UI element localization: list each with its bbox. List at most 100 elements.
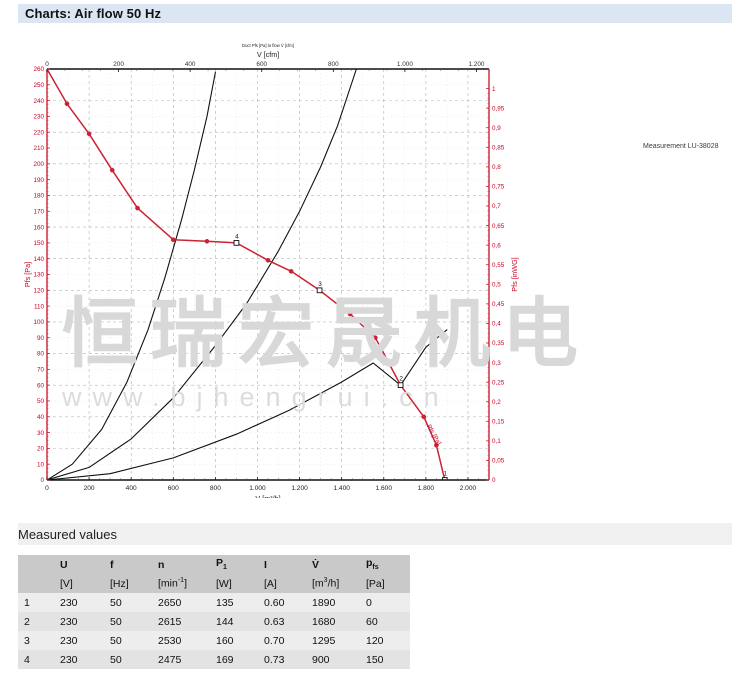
chart-title: Duct Pfs [Pa] to flow V̇ [cfm] <box>242 43 294 48</box>
data-point-marker <box>288 268 294 274</box>
data-point-marker <box>265 257 271 263</box>
table-header-units-cell: [W] <box>210 574 258 593</box>
ytick-right-label: 0,55 <box>492 262 505 269</box>
ytick-right-label: 0,85 <box>492 144 505 151</box>
measurement-label: Measurement LU-38028 <box>643 143 719 150</box>
table-row-cell: 0.73 <box>258 650 306 669</box>
ytick-left-label: 60 <box>37 382 45 389</box>
ytick-left-label: 260 <box>33 66 44 73</box>
chart-axes <box>46 68 490 481</box>
table-row-cell: 900 <box>306 650 360 669</box>
ytick-right-label: 0,8 <box>492 164 501 171</box>
table-row-cell: 1680 <box>306 612 360 631</box>
operating-point-marker <box>441 477 448 480</box>
ytick-left-label: 120 <box>33 288 44 295</box>
system-curve <box>47 69 357 480</box>
table-row-cell: 50 <box>104 631 152 650</box>
xtick-label: 400 <box>126 485 137 492</box>
data-point-marker <box>434 442 439 448</box>
data-point-marker <box>170 237 176 243</box>
table-row: 3 230 50 2530 160 0.70 1295 120 <box>18 631 410 650</box>
xtick-label: 1.400 <box>333 485 350 492</box>
table-row-cell: 2530 <box>152 631 210 650</box>
table-row-cell: 144 <box>210 612 258 631</box>
ytick-left-label: 30 <box>37 430 45 437</box>
xtick-label: 2.000 <box>460 485 477 492</box>
ytick-right-label: 0,75 <box>492 184 505 191</box>
data-point-marker <box>372 335 378 341</box>
xtick-label: 1.800 <box>418 485 435 492</box>
operating-point-label: 1 <box>444 471 448 478</box>
table-header-units-cell: [V] <box>54 574 104 593</box>
data-point-marker <box>135 205 140 211</box>
data-point-marker <box>86 131 92 137</box>
system-curve <box>47 71 216 480</box>
ytick-left-label: 180 <box>33 193 44 200</box>
table-row-cell: 60 <box>360 612 410 631</box>
table-header-symbols-cell <box>18 555 54 574</box>
table-header-symbols-cell: P1 <box>210 555 258 574</box>
table-row-cell: 50 <box>104 650 152 669</box>
system-curve <box>47 329 448 480</box>
ytick-right-label: 0,45 <box>492 301 505 308</box>
ytick-left-label: 100 <box>33 319 44 326</box>
table-row-cell: 2650 <box>152 593 210 612</box>
table-row-cell: 230 <box>54 631 104 650</box>
table-header-units-cell: [Hz] <box>104 574 152 593</box>
ytick-left-label: 130 <box>33 272 44 279</box>
data-point-marker <box>421 414 427 420</box>
xtick-label: 1.000 <box>249 485 266 492</box>
ytick-left-label: 250 <box>33 82 44 89</box>
table-row-cell: 120 <box>360 631 410 650</box>
table-row: 4 230 50 2475 169 0.73 900 150 <box>18 650 410 669</box>
xtick-top-label: 0 <box>45 61 49 68</box>
table-header-units-cell: [m3/h] <box>306 574 360 593</box>
pfs-curve-label: Pfs [Pa] <box>425 424 442 447</box>
ytick-left-label: 70 <box>37 367 45 374</box>
ytick-left-label: 20 <box>37 446 45 453</box>
xtick-top-label: 400 <box>185 61 196 68</box>
table-row-cell: 2475 <box>152 650 210 669</box>
table-header-symbols-cell: V̇ <box>306 555 360 574</box>
measured-values-title: Measured values <box>18 526 117 542</box>
xtick-label: 800 <box>210 485 221 492</box>
page-title: Charts: Air flow 50 Hz <box>25 6 162 21</box>
operating-point-label: 4 <box>235 233 239 240</box>
measured-values-header: Measured values <box>18 523 732 545</box>
table-row-cell: 160 <box>210 631 258 650</box>
table-row-cell: 50 <box>104 612 152 631</box>
ytick-right-label: 0,95 <box>492 105 505 112</box>
table-row-cell: 3 <box>18 631 54 650</box>
xtick-label: 0 <box>45 485 49 492</box>
table-row-cell: 50 <box>104 593 152 612</box>
xaxis-top-title: V [cfm] <box>257 50 279 59</box>
yaxis-left-title: Pfs [Pa] <box>23 262 32 287</box>
ytick-left-label: 160 <box>33 224 44 231</box>
xtick-top-label: 200 <box>113 61 124 68</box>
table-row: 2 230 50 2615 144 0.63 1680 60 <box>18 612 410 631</box>
ytick-left-label: 200 <box>33 161 44 168</box>
table-row-cell: 230 <box>54 612 104 631</box>
chart-panel: 0 200 400 600 800 1.000 1.200 0 200 400 600 800 1.00… <box>18 28 732 498</box>
operating-point-label: 3 <box>318 281 322 288</box>
data-point-marker <box>347 311 353 317</box>
table-header-symbols-cell: pfs <box>360 555 410 574</box>
ytick-right-label: 0,1 <box>492 438 501 445</box>
table-row-cell: 0.70 <box>258 631 306 650</box>
table-header-units-cell: [Pa] <box>360 574 410 593</box>
table-header-symbols-cell: n <box>152 555 210 574</box>
table-header-units-cell: [min-1] <box>152 574 210 593</box>
table-row-cell: 4 <box>18 650 54 669</box>
ytick-left-label: 190 <box>33 177 44 184</box>
table-header-symbols-cell: f <box>104 555 152 574</box>
ytick-left-label: 0 <box>40 477 44 484</box>
table-header-units-cell <box>18 574 54 593</box>
chart-curves <box>47 69 448 480</box>
ytick-right-label: 0,4 <box>492 321 501 328</box>
ytick-right-label: 0,7 <box>492 203 501 210</box>
yaxis-right-title: Pfs [inWG] <box>510 257 519 291</box>
table-row: 1 230 50 2650 135 0.60 1890 0 <box>18 593 410 612</box>
table-row-cell: 1890 <box>306 593 360 612</box>
